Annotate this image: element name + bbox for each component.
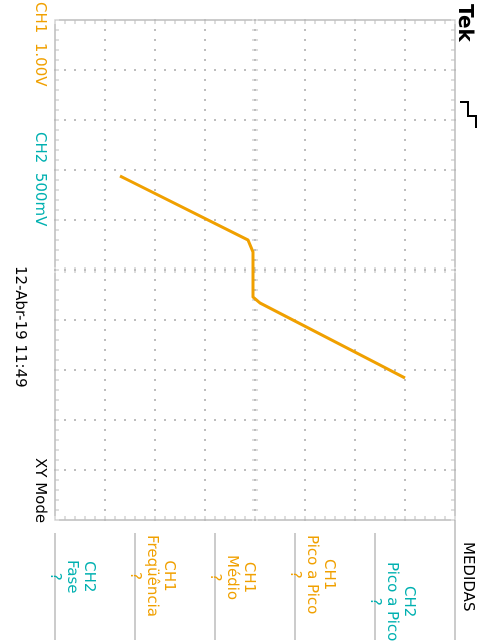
menu-item-measure: Pico a Pico — [304, 535, 322, 615]
menu-item-channel: CH1 — [321, 559, 339, 591]
menu-item-channel: CH2 — [401, 586, 419, 618]
menu-item-measure: Pico a Pico — [384, 562, 402, 641]
menu-item-measure: Fase — [64, 560, 82, 594]
brand-logo: Tek — [454, 4, 478, 42]
menu-title: MEDIDAS — [460, 542, 478, 612]
menu-item-ch2-phase[interactable]: CH2 Fase? — [30, 560, 132, 594]
xy-mode-label: XY Mode — [32, 458, 50, 524]
xy-trace — [119, 174, 406, 380]
datetime-label: 12-Abr-19 11:49 — [12, 266, 30, 388]
menu-item-channel: CH2 — [81, 561, 99, 593]
menu-separators — [54, 520, 456, 640]
ch2-scale-label: CH2 500mV — [32, 132, 50, 227]
graticule-grid — [54, 19, 456, 521]
rising-edge-trigger-icon — [460, 101, 477, 128]
ch1-scale-label: CH1 1.00V — [32, 2, 50, 87]
menu-item-measure: Médio — [224, 555, 242, 601]
menu-item-channel: CH1 — [241, 561, 259, 594]
menu-item-value: ? — [47, 572, 65, 581]
menu-item-measure: Freqüência — [144, 535, 162, 617]
menu-item-channel: CH1 — [161, 560, 179, 592]
